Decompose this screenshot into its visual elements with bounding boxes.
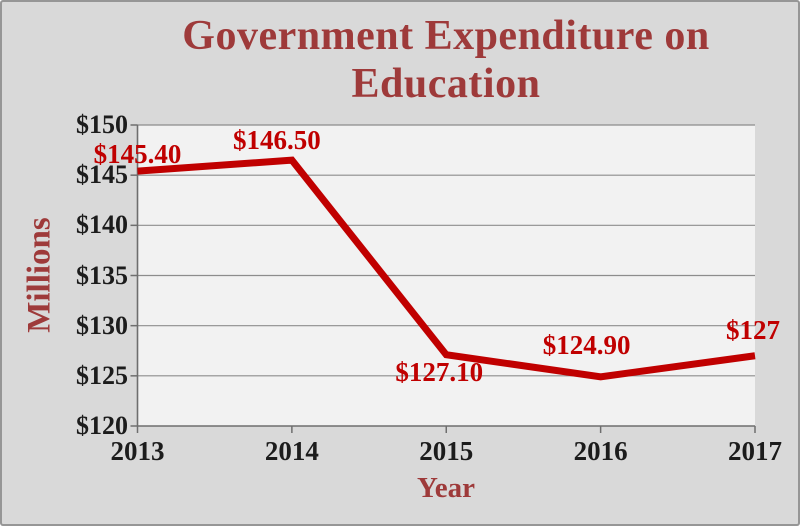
- data-point-label: $127.10: [395, 356, 484, 387]
- data-point-label: $124.90: [542, 329, 631, 360]
- chart-title: Government Expenditure on Education: [182, 13, 710, 108]
- x-axis-tick-label: 2014: [264, 436, 319, 466]
- x-axis-title: Year: [417, 472, 475, 504]
- y-axis-tick-label: $145: [76, 160, 128, 190]
- y-axis-tick-label: $140: [76, 210, 128, 240]
- y-axis-tick-label: $150: [76, 110, 128, 139]
- y-axis-tick-label: $135: [76, 260, 128, 290]
- y-axis-tick-label: $130: [76, 310, 128, 340]
- data-line: [137, 156, 756, 381]
- x-axis-tick-label: 2015: [419, 436, 474, 466]
- x-axis-tick-label: 2016: [573, 436, 628, 466]
- data-point-label: $146.50: [233, 125, 321, 156]
- x-axis-tick-label: 2017: [728, 436, 782, 466]
- data-point-label: $127: [726, 314, 780, 345]
- data-point-label: $145.40: [93, 139, 182, 170]
- y-axis-tick-label: $125: [76, 360, 128, 390]
- y-axis-tick-label: $120: [76, 411, 128, 440]
- x-axis-tick-label: 2013: [110, 436, 165, 466]
